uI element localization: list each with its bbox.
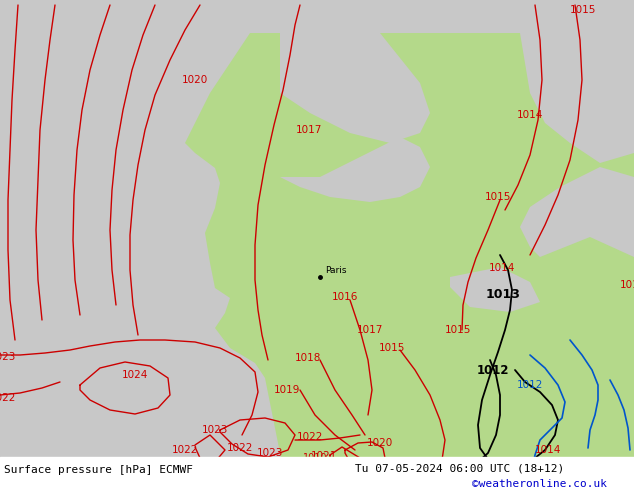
Text: 1023: 1023 — [281, 461, 308, 471]
Text: 1014: 1014 — [517, 110, 543, 120]
Text: 1022: 1022 — [172, 445, 198, 455]
Polygon shape — [520, 33, 634, 163]
Text: 1023: 1023 — [257, 448, 283, 458]
Text: Tu 07-05-2024 06:00 UTC (18+12): Tu 07-05-2024 06:00 UTC (18+12) — [355, 464, 564, 473]
Text: 1012: 1012 — [477, 364, 509, 376]
Text: 1022: 1022 — [295, 462, 321, 472]
Text: 1012: 1012 — [517, 380, 543, 390]
Text: 1020: 1020 — [367, 438, 393, 448]
Polygon shape — [185, 33, 634, 490]
Text: 1021: 1021 — [311, 451, 337, 461]
Bar — [0, 457, 634, 490]
Text: 1014: 1014 — [535, 445, 561, 455]
Text: Surface pressure [hPa] ECMWF: Surface pressure [hPa] ECMWF — [4, 465, 193, 475]
Text: 1022: 1022 — [0, 393, 16, 403]
Polygon shape — [520, 167, 634, 257]
Text: 1015: 1015 — [485, 192, 511, 202]
Polygon shape — [280, 33, 430, 143]
Text: 1015: 1015 — [445, 325, 471, 335]
Text: 1023: 1023 — [202, 425, 228, 435]
Text: ©weatheronline.co.uk: ©weatheronline.co.uk — [472, 479, 607, 489]
Text: 1022: 1022 — [227, 443, 253, 453]
Polygon shape — [280, 137, 430, 202]
Text: 1020: 1020 — [182, 75, 208, 85]
Text: 101: 101 — [620, 280, 634, 290]
Text: 1024: 1024 — [122, 370, 148, 380]
Text: 1010: 1010 — [303, 453, 327, 463]
Text: 1013: 1013 — [576, 462, 608, 474]
Polygon shape — [380, 337, 634, 457]
Text: 1018: 1018 — [267, 470, 293, 480]
Text: 1015: 1015 — [378, 343, 405, 353]
Polygon shape — [450, 267, 540, 312]
Text: Paris: Paris — [325, 266, 347, 275]
Text: 1016: 1016 — [332, 292, 358, 302]
Text: 1015: 1015 — [570, 5, 596, 15]
Text: 1017: 1017 — [296, 125, 322, 135]
Text: 1017: 1017 — [357, 325, 383, 335]
Text: 1022: 1022 — [297, 432, 323, 442]
Text: 1019: 1019 — [274, 385, 300, 395]
Text: 1018: 1018 — [295, 353, 321, 363]
Text: 1014: 1014 — [489, 263, 515, 273]
Text: 1013: 1013 — [486, 289, 521, 301]
Text: 1023: 1023 — [0, 352, 16, 362]
